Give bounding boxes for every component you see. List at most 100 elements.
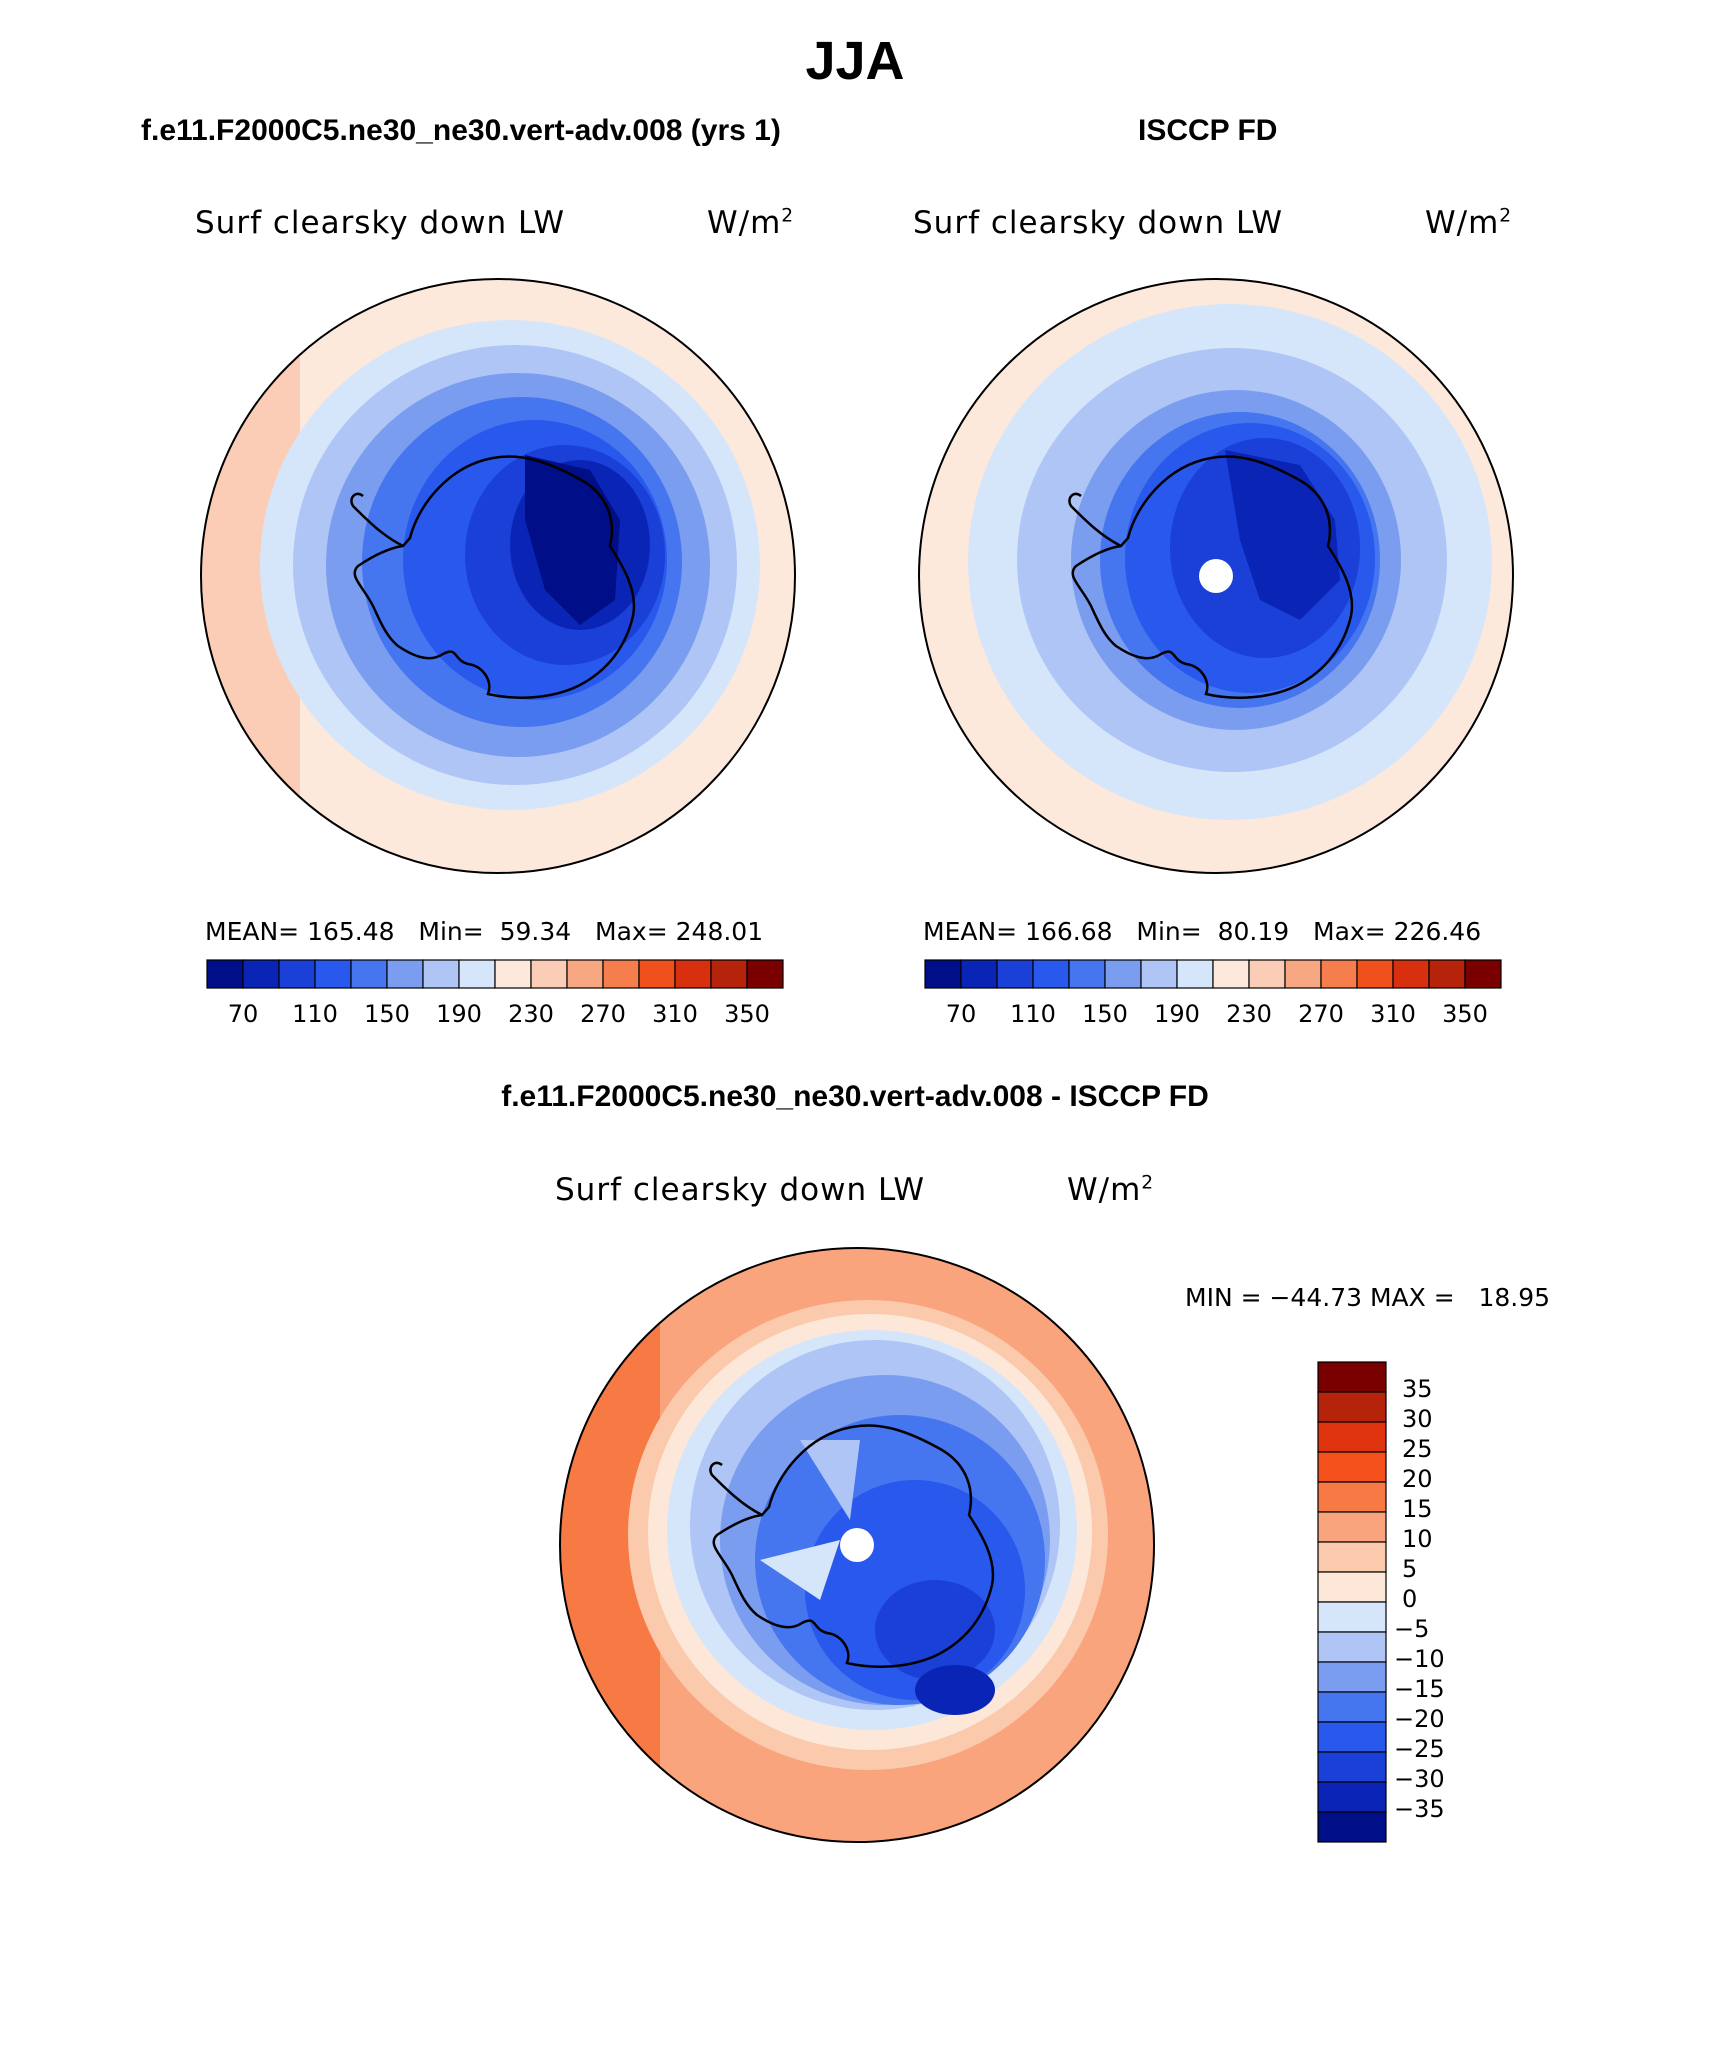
difference-tick: −15 <box>1394 1675 1445 1703</box>
colorbar-segment <box>1320 959 1358 989</box>
panel-1-tick: 190 <box>436 1000 482 1028</box>
colorbar-segment <box>1317 1661 1387 1693</box>
panel-1-min-value: 59.34 <box>499 917 572 946</box>
season-title: JJA <box>805 31 905 91</box>
panel-1-stats: MEAN= 165.48 Min= 59.34 Max= 248.01 <box>205 917 763 946</box>
colorbar-segment <box>996 959 1034 989</box>
panel-2-tick: 230 <box>1226 1000 1272 1028</box>
difference-case-label: f.e11.F2000C5.ne30_ne30.vert-adv.008 - I… <box>501 1080 1209 1113</box>
colorbar-segment <box>1317 1571 1387 1603</box>
panel-1-mean-label: MEAN= <box>205 917 300 946</box>
colorbar-segment <box>1317 1631 1387 1663</box>
panel-2-tick: 70 <box>945 1000 977 1028</box>
difference-tick: −5 <box>1394 1615 1430 1643</box>
panel-1-tick: 150 <box>364 1000 410 1028</box>
panel-1-max-value: 248.01 <box>675 917 764 946</box>
difference-tick: 30 <box>1402 1405 1433 1433</box>
difference-minmax: MIN = −44.73 MAX = 18.95 <box>1185 1283 1551 1312</box>
colorbar-segment <box>602 959 640 989</box>
panel-2-max-value: 226.46 <box>1393 917 1482 946</box>
colorbar-segment <box>1317 1511 1387 1543</box>
panel-2-min-value: 80.19 <box>1217 917 1290 946</box>
difference-colorbar <box>1317 1361 1387 1843</box>
colorbar-segment <box>1068 959 1106 989</box>
panel-1-colorbar <box>206 959 784 989</box>
colorbar-segment <box>960 959 998 989</box>
panel-2-colorbar <box>924 959 1502 989</box>
panel-1-map <box>201 279 795 873</box>
colorbar-segment <box>1317 1481 1387 1513</box>
difference-tick: −30 <box>1394 1765 1445 1793</box>
difference-units: W/m2 <box>1067 1172 1155 1208</box>
difference-tick: 0 <box>1402 1585 1418 1613</box>
panel-1-variable-label: Surf clearsky down LW <box>195 205 566 241</box>
panel-1-tick: 110 <box>292 1000 338 1028</box>
colorbar-segment <box>638 959 676 989</box>
panel-1-tick: 310 <box>652 1000 698 1028</box>
difference-tick: 35 <box>1402 1375 1433 1403</box>
panel-1-tick: 230 <box>508 1000 554 1028</box>
difference-tick: 25 <box>1402 1435 1433 1463</box>
panel-2-min-label: Min= <box>1136 917 1202 946</box>
colorbar-segment <box>494 959 532 989</box>
colorbar-segment <box>1317 1751 1387 1783</box>
colorbar-segment <box>1356 959 1394 989</box>
panel-2-stats: MEAN= 166.68 Min= 80.19 Max= 226.46 <box>923 917 1481 946</box>
colorbar-segment <box>1032 959 1070 989</box>
panel-2-tick: 150 <box>1082 1000 1128 1028</box>
colorbar-segment <box>924 959 962 989</box>
colorbar-segment <box>1104 959 1142 989</box>
difference-tick: 15 <box>1402 1495 1433 1523</box>
colorbar-segment <box>422 959 460 989</box>
difference-tick: 20 <box>1402 1465 1433 1493</box>
colorbar-segment <box>710 959 748 989</box>
difference-tick: −35 <box>1394 1795 1445 1823</box>
colorbar-segment <box>530 959 568 989</box>
colorbar-segment <box>1317 1601 1387 1633</box>
colorbar-segment <box>386 959 424 989</box>
colorbar-segment <box>1140 959 1178 989</box>
panel-2-tick: 310 <box>1370 1000 1416 1028</box>
difference-tick: 5 <box>1402 1555 1418 1583</box>
colorbar-segment <box>314 959 352 989</box>
panel-1-units: W/m2 <box>707 205 795 241</box>
colorbar-segment <box>458 959 496 989</box>
colorbar-segment <box>1392 959 1430 989</box>
colorbar-segment <box>1317 1421 1387 1453</box>
colorbar-segment <box>1428 959 1466 989</box>
colorbar-segment <box>242 959 280 989</box>
panel-2-map <box>919 279 1513 873</box>
colorbar-segment <box>674 959 712 989</box>
panel-2-variable-label: Surf clearsky down LW <box>913 205 1284 241</box>
panel-1-tick: 350 <box>724 1000 770 1028</box>
colorbar-segment <box>1176 959 1214 989</box>
difference-tick: 10 <box>1402 1525 1433 1553</box>
colorbar-segment <box>1317 1811 1387 1843</box>
colorbar-segment <box>1317 1541 1387 1573</box>
colorbar-segment <box>1317 1721 1387 1753</box>
panel-1-tick: 70 <box>227 1000 259 1028</box>
panel-2-tick: 350 <box>1442 1000 1488 1028</box>
panel-2-case-label: ISCCP FD <box>1138 114 1278 147</box>
colorbar-segment <box>1317 1781 1387 1813</box>
panel-1-case-label: f.e11.F2000C5.ne30_ne30.vert-adv.008 (yr… <box>141 114 781 147</box>
colorbar-segment <box>1317 1391 1387 1423</box>
colorbar-segment <box>1317 1451 1387 1483</box>
panel-2-tick: 110 <box>1010 1000 1056 1028</box>
panel-1-mean-value: 165.48 <box>307 917 395 946</box>
colorbar-segment <box>746 959 784 989</box>
panel-1-tick: 270 <box>580 1000 626 1028</box>
panel-1-min-label: Min= <box>418 917 484 946</box>
panel-2-mean-label: MEAN= <box>923 917 1018 946</box>
colorbar-segment <box>350 959 388 989</box>
difference-variable-label: Surf clearsky down LW <box>555 1172 926 1208</box>
colorbar-segment <box>1464 959 1502 989</box>
panel-2-mean-value: 166.68 <box>1025 917 1113 946</box>
colorbar-segment <box>566 959 604 989</box>
colorbar-segment <box>1317 1691 1387 1723</box>
difference-tick: −25 <box>1394 1735 1445 1763</box>
colorbar-segment <box>278 959 316 989</box>
colorbar-segment <box>206 959 244 989</box>
difference-tick: −10 <box>1394 1645 1445 1673</box>
